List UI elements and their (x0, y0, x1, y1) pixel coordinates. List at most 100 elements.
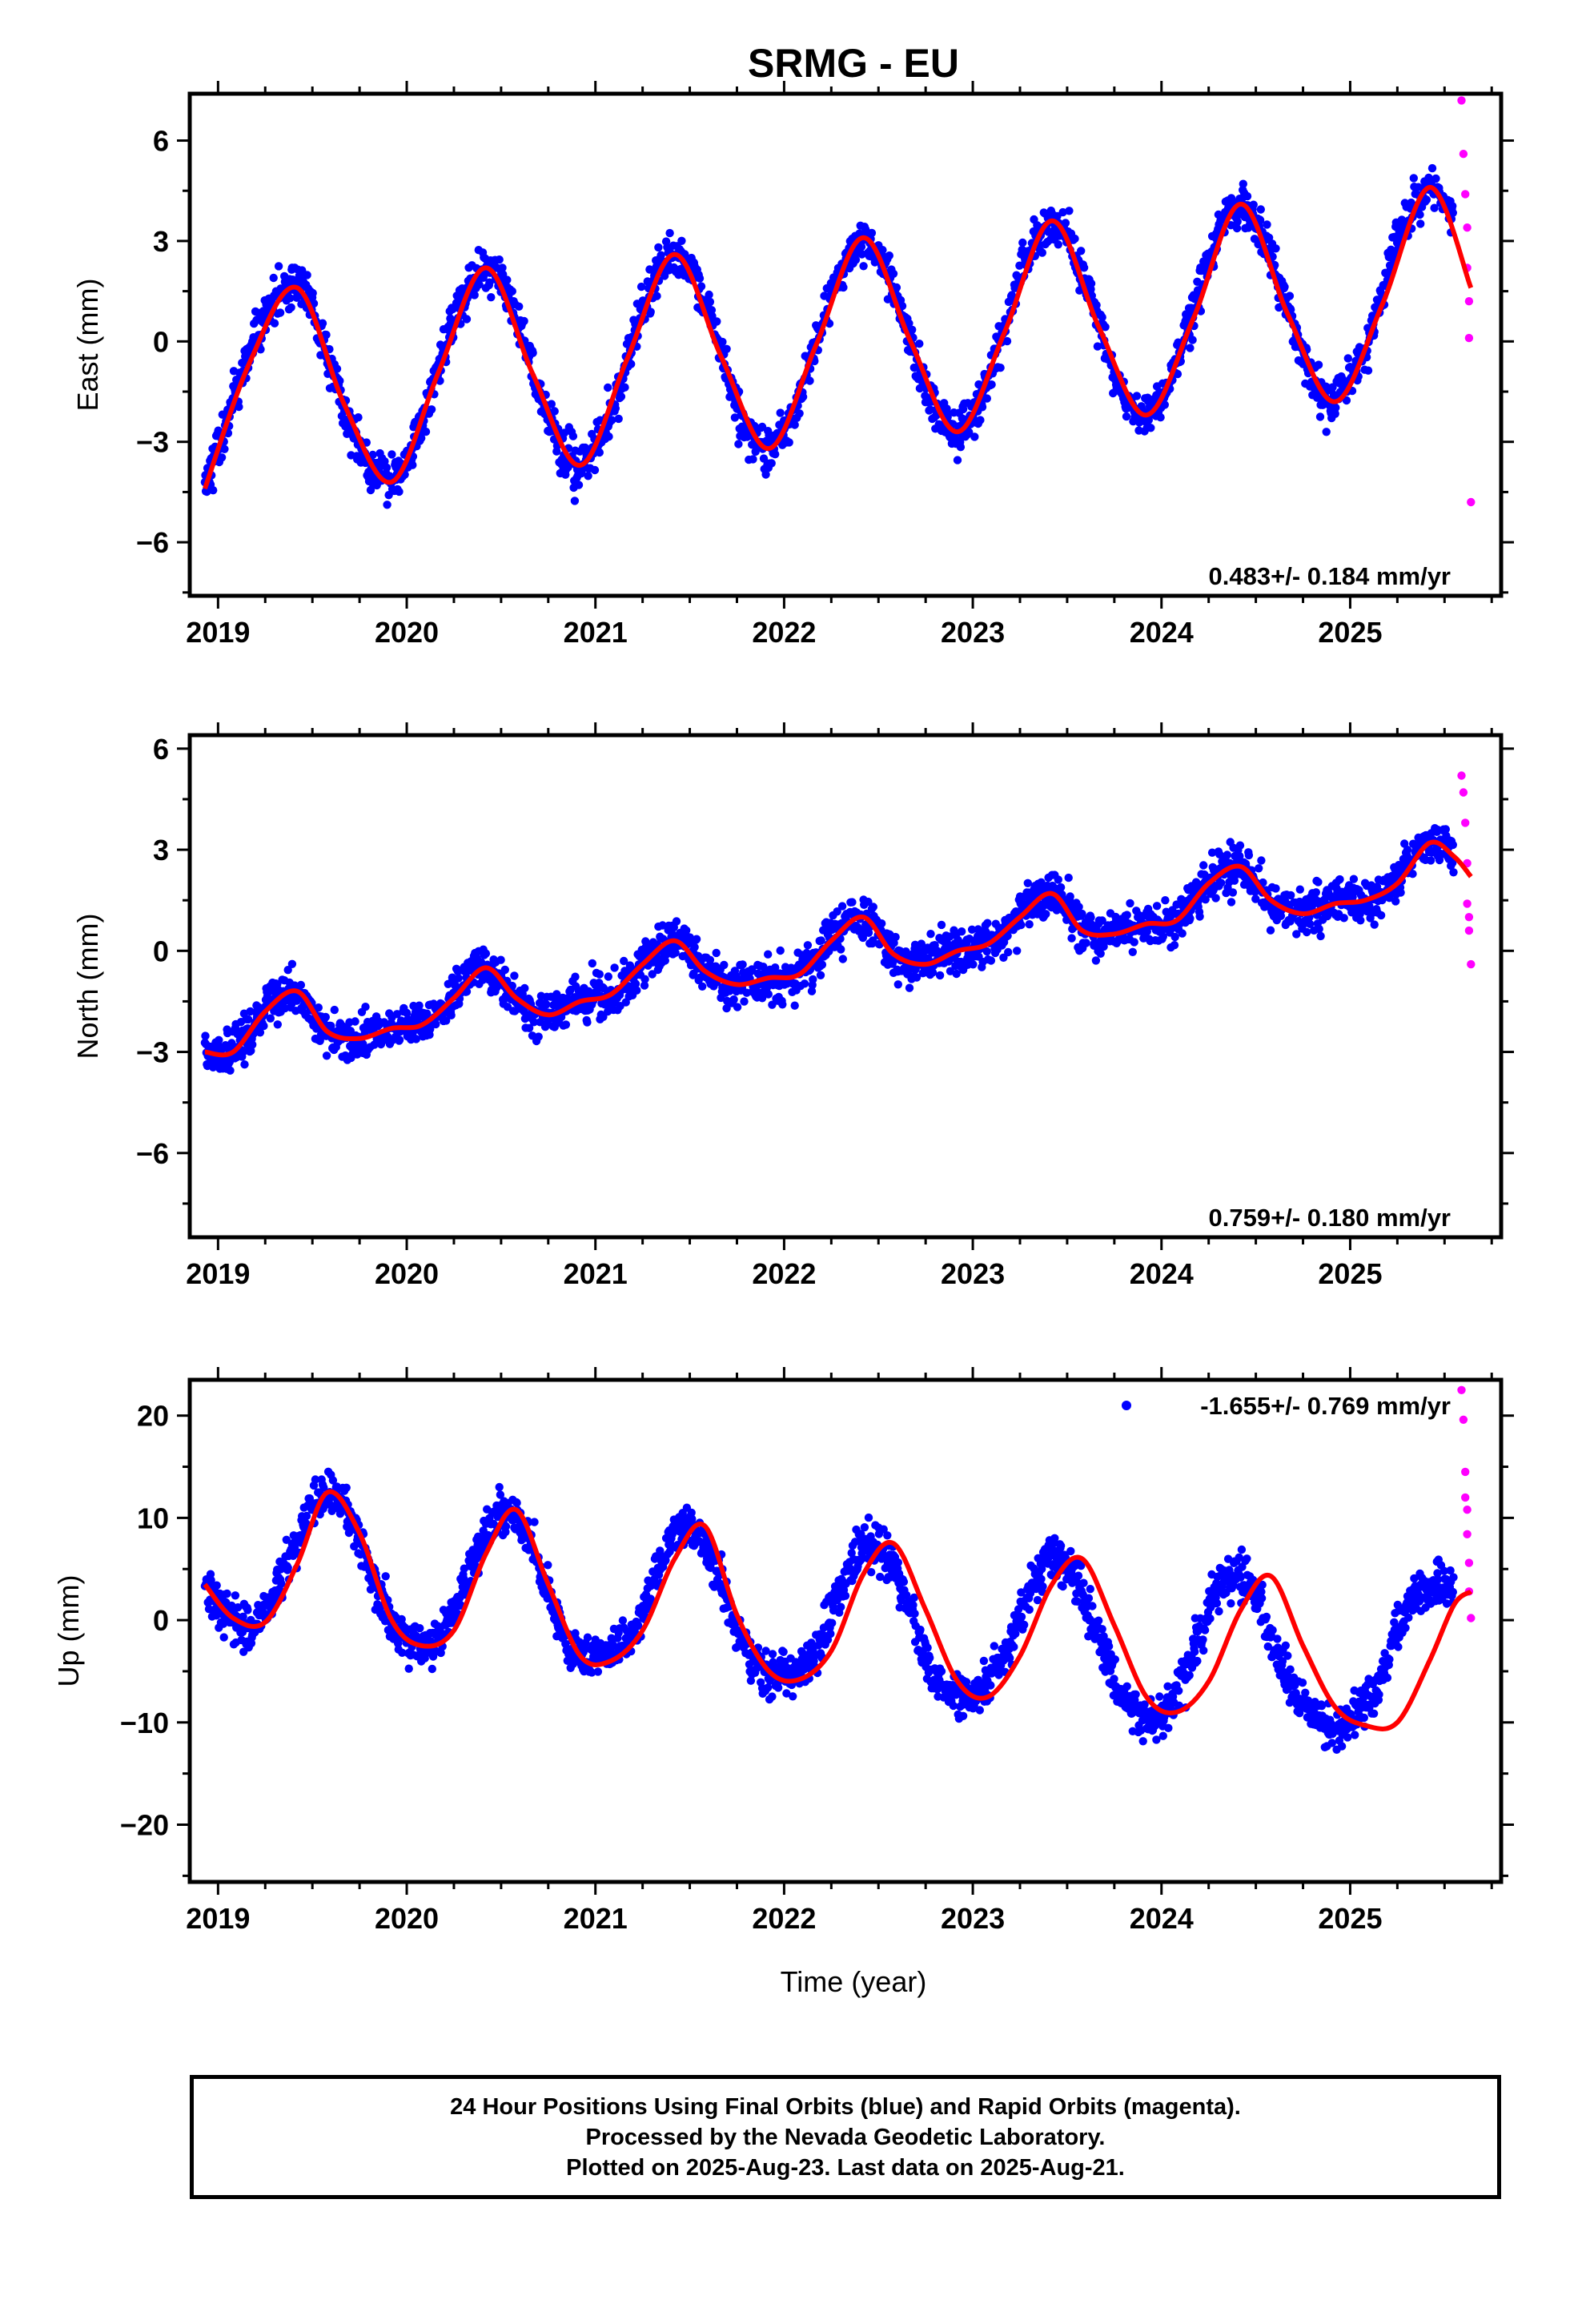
final-orbit-point (878, 246, 887, 255)
final-orbit-point (1331, 409, 1339, 418)
final-orbit-point (515, 302, 524, 311)
final-orbit-point (672, 917, 681, 926)
final-orbit-point (1343, 354, 1353, 363)
final-orbit-point (510, 971, 519, 980)
final-orbit-point (1064, 873, 1073, 883)
final-orbit-point (970, 432, 979, 441)
final-orbit-point (1235, 841, 1245, 850)
final-orbit-point (722, 1003, 731, 1013)
final-orbit-point (395, 487, 404, 497)
final-orbit-point (1244, 850, 1254, 860)
final-orbit-point (1376, 911, 1386, 920)
final-orbit-point (243, 1015, 253, 1024)
final-orbit-point (636, 282, 646, 292)
final-orbit-point (614, 414, 623, 424)
final-orbit-point (640, 981, 649, 990)
final-orbit-point (677, 236, 686, 245)
final-orbit-point (692, 935, 701, 943)
plot-area (200, 771, 1476, 1076)
y-tick-label: 0 (153, 325, 169, 358)
final-orbit-point (1441, 825, 1451, 834)
final-orbit-point (498, 263, 507, 272)
final-orbit-point (296, 980, 306, 990)
final-orbit-point (921, 392, 930, 400)
final-orbit-point (583, 1018, 592, 1027)
final-orbit-point (1065, 207, 1074, 215)
final-orbit-point (234, 1603, 243, 1612)
final-orbit-point (552, 990, 561, 999)
final-orbit-point (231, 1591, 240, 1600)
final-orbit-point (387, 450, 396, 459)
final-orbit-point (761, 470, 770, 479)
final-orbit-point (1086, 279, 1096, 288)
final-orbit-point (571, 972, 580, 981)
rapid-orbit-point (1464, 926, 1474, 935)
final-orbit-point (996, 364, 1005, 372)
final-orbit-point (403, 1008, 412, 1018)
final-orbit-point (427, 405, 436, 414)
final-orbit-point (1156, 413, 1165, 422)
final-orbit-point (604, 432, 613, 441)
final-orbit-point (590, 465, 600, 475)
final-orbit-point (1400, 839, 1409, 848)
final-orbit-point (273, 1020, 282, 1029)
final-orbit-point (496, 955, 505, 964)
final-orbit-point (915, 340, 924, 348)
x-tick-label: 2021 (564, 1257, 628, 1290)
final-orbit-point (470, 291, 479, 300)
final-orbit-point (816, 971, 825, 980)
final-orbit-point (705, 297, 715, 307)
final-orbit-point (956, 443, 966, 452)
final-orbit-point (568, 432, 578, 440)
final-orbit-point (1396, 888, 1405, 897)
final-orbit-point (1186, 914, 1195, 923)
final-orbit-point (287, 959, 297, 969)
final-orbit-point (1122, 911, 1131, 919)
final-orbit-point (627, 360, 636, 368)
y-tick-label: −6 (136, 1137, 169, 1170)
final-orbit-point (1256, 205, 1266, 214)
final-orbit-point (286, 294, 295, 303)
final-orbit-point (1058, 207, 1067, 217)
final-orbit-point (328, 1476, 338, 1485)
x-tick-label: 2024 (1130, 616, 1194, 649)
rapid-orbit-point (1467, 959, 1476, 969)
final-orbit-point (277, 1579, 286, 1588)
final-orbit-point (1201, 895, 1210, 904)
final-orbit-point (322, 1051, 331, 1060)
final-orbit-point (720, 960, 729, 970)
final-orbit-point (382, 463, 391, 472)
final-orbit-point (817, 936, 825, 945)
final-orbit-point (953, 456, 962, 464)
final-orbit-point (1070, 234, 1079, 243)
final-orbit-point (740, 997, 749, 1006)
rapid-orbit-point (1464, 913, 1474, 922)
y-axis-label: North (mm) (71, 914, 104, 1059)
final-orbit-point (423, 1009, 432, 1018)
final-orbit-point (1295, 885, 1305, 894)
final-orbit-point (1427, 163, 1437, 173)
final-orbit-point (1311, 888, 1321, 897)
final-orbit-point (330, 1005, 339, 1015)
final-orbit-point (1342, 396, 1351, 405)
rapid-orbit-point (1463, 223, 1472, 232)
final-orbit-point (584, 472, 592, 480)
final-orbit-point (319, 1483, 328, 1492)
final-orbit-point (1255, 215, 1265, 225)
final-orbit-point (239, 1612, 247, 1622)
final-orbit-point (381, 1572, 390, 1581)
final-orbit-point (462, 315, 472, 324)
final-orbit-point (1235, 851, 1244, 861)
final-orbit-point (442, 1016, 451, 1025)
final-orbit-point (1314, 360, 1323, 369)
final-orbit-point (1078, 909, 1086, 919)
final-orbit-point (1255, 864, 1263, 873)
final-orbit-point (275, 308, 285, 317)
panel-north: 2019 2020 2021 2022 2023 2024 2025630−3−6North… (71, 722, 1514, 1290)
final-orbit-point (308, 288, 317, 298)
final-orbit-point (1082, 939, 1090, 947)
final-orbit-point (1207, 848, 1217, 857)
final-orbit-point (311, 1475, 320, 1484)
final-orbit-point (790, 420, 799, 429)
final-orbit-point (1170, 941, 1179, 950)
